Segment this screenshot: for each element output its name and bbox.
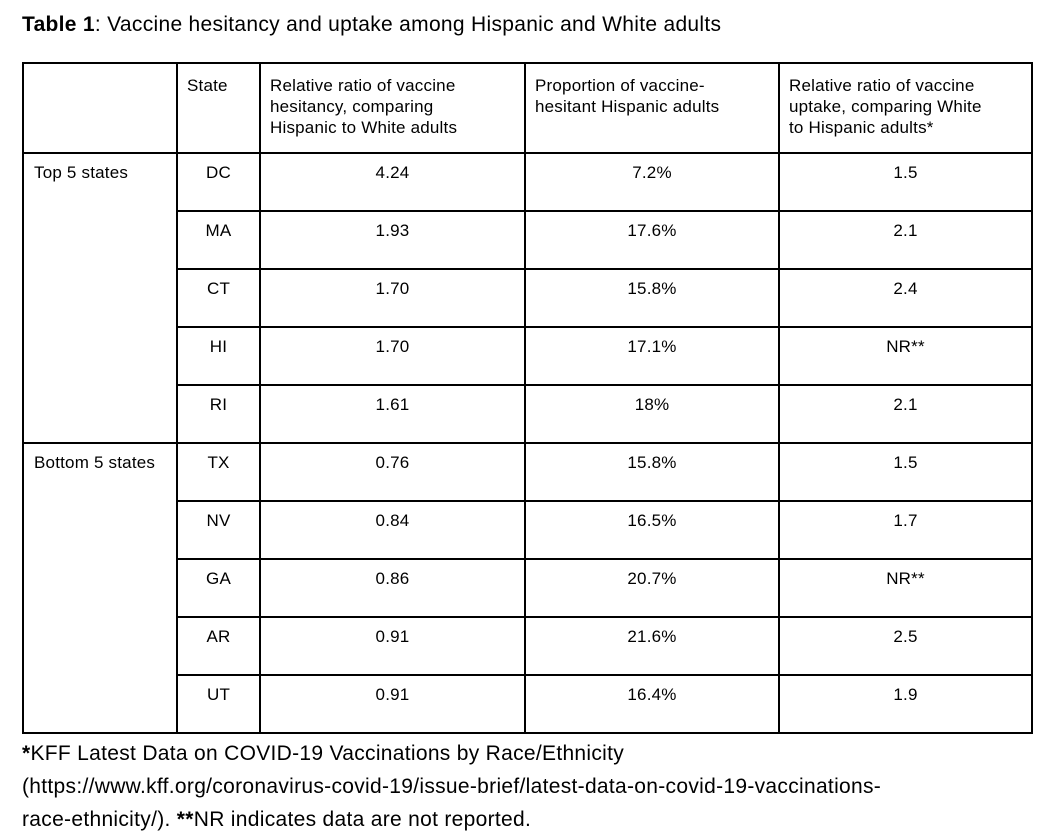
cell-uptake-ratio: 1.7	[778, 500, 1033, 560]
cell-uptake-ratio: NR**	[778, 326, 1033, 386]
footnote-url-end-text: race-ethnicity/).	[22, 808, 177, 831]
cell-hesitant-proportion: 15.8%	[524, 442, 780, 502]
footnote-double-asterisk: **	[176, 808, 194, 831]
cell-state: AR	[176, 616, 261, 676]
footnote-line-3: race-ethnicity/). **NR indicates data ar…	[22, 803, 1042, 836]
cell-hesitant-proportion: 15.8%	[524, 268, 780, 328]
table-row-ut: UT 0.91 16.4% 1.9	[23, 674, 1033, 734]
table-row-ri: RI 1.61 18% 2.1	[23, 384, 1033, 444]
table-row-ga: GA 0.86 20.7% NR**	[23, 558, 1033, 618]
cell-state: GA	[176, 558, 261, 618]
cell-hesitancy-ratio: 1.70	[259, 268, 526, 328]
cell-hesitant-proportion: 20.7%	[524, 558, 780, 618]
table-row-nv: NV 0.84 16.5% 1.7	[23, 500, 1033, 560]
cell-uptake-ratio: 1.5	[778, 152, 1033, 212]
cell-hesitancy-ratio: 1.70	[259, 326, 526, 386]
table-row-hi: HI 1.70 17.1% NR**	[23, 326, 1033, 386]
cell-hesitancy-ratio: 1.93	[259, 210, 526, 270]
cell-hesitancy-ratio: 0.91	[259, 674, 526, 734]
header-hesitancy-ratio-text: Relative ratio of vaccine hesitancy, com…	[270, 76, 458, 137]
cell-state: NV	[176, 500, 261, 560]
header-uptake-ratio-text: Relative ratio of vaccine uptake, compar…	[789, 76, 982, 137]
group-label-bottom5: Bottom 5 states	[22, 442, 178, 734]
cell-uptake-ratio: 2.4	[778, 268, 1033, 328]
cell-hesitant-proportion: 16.4%	[524, 674, 780, 734]
header-empty-cell	[22, 62, 178, 154]
table-row-ar: AR 0.91 21.6% 2.5	[23, 616, 1033, 676]
table-row-ct: CT 1.70 15.8% 2.4	[23, 268, 1033, 328]
cell-uptake-ratio: 2.1	[778, 210, 1033, 270]
cell-state: UT	[176, 674, 261, 734]
header-hesitant-proportion: Proportion of vaccine-hesitant Hispanic …	[524, 62, 780, 154]
table-row-dc: Top 5 states DC 4.24 7.2% 1.5	[22, 152, 1033, 444]
footnote-source-text: KFF Latest Data on COVID-19 Vaccinations…	[30, 742, 625, 765]
cell-state: DC	[176, 152, 261, 212]
footnote: *KFF Latest Data on COVID-19 Vaccination…	[22, 737, 1042, 836]
header-uptake-ratio: Relative ratio of vaccine uptake, compar…	[778, 62, 1033, 154]
cell-uptake-ratio: 1.9	[778, 674, 1033, 734]
footnote-line-1: *KFF Latest Data on COVID-19 Vaccination…	[22, 737, 1042, 770]
vaccine-data-table: State Relative ratio of vaccine hesitanc…	[22, 62, 1033, 734]
cell-uptake-ratio: 2.5	[778, 616, 1033, 676]
cell-hesitant-proportion: 7.2%	[524, 152, 780, 212]
cell-hesitancy-ratio: 0.91	[259, 616, 526, 676]
footnote-url-text: (https://www.kff.org/coronavirus-covid-1…	[22, 775, 882, 798]
header-state: State	[176, 62, 261, 154]
cell-hesitant-proportion: 18%	[524, 384, 780, 444]
cell-hesitant-proportion: 17.6%	[524, 210, 780, 270]
cell-uptake-ratio: 1.5	[778, 442, 1033, 502]
footnote-line-2: (https://www.kff.org/coronavirus-covid-1…	[22, 770, 1042, 803]
cell-state: MA	[176, 210, 261, 270]
group-label-top5: Top 5 states	[22, 152, 178, 444]
table-caption: Table 1: Vaccine hesitancy and uptake am…	[22, 12, 1042, 38]
cell-state: CT	[176, 268, 261, 328]
cell-state: HI	[176, 326, 261, 386]
cell-hesitancy-ratio: 0.76	[259, 442, 526, 502]
table-caption-number: Table 1	[22, 13, 95, 36]
table-row-tx: Bottom 5 states TX 0.76 15.8% 1.5	[22, 442, 1033, 734]
cell-hesitancy-ratio: 0.84	[259, 500, 526, 560]
header-hesitancy-ratio: Relative ratio of vaccine hesitancy, com…	[259, 62, 526, 154]
header-row: State Relative ratio of vaccine hesitanc…	[22, 62, 1033, 154]
cell-hesitancy-ratio: 4.24	[259, 152, 526, 212]
cell-state: RI	[176, 384, 261, 444]
table-row-ma: MA 1.93 17.6% 2.1	[23, 210, 1033, 270]
cell-state: TX	[176, 442, 261, 502]
table-caption-text: : Vaccine hesitancy and uptake among His…	[94, 13, 722, 36]
footnote-asterisk: *	[22, 742, 31, 765]
cell-uptake-ratio: 2.1	[778, 384, 1033, 444]
footnote-nr-text: NR indicates data are not reported.	[193, 808, 532, 831]
cell-hesitant-proportion: 21.6%	[524, 616, 780, 676]
cell-uptake-ratio: NR**	[778, 558, 1033, 618]
cell-hesitant-proportion: 17.1%	[524, 326, 780, 386]
cell-hesitancy-ratio: 0.86	[259, 558, 526, 618]
cell-hesitancy-ratio: 1.61	[259, 384, 526, 444]
cell-hesitant-proportion: 16.5%	[524, 500, 780, 560]
header-hesitant-proportion-text: Proportion of vaccine-hesitant Hispanic …	[535, 76, 720, 116]
